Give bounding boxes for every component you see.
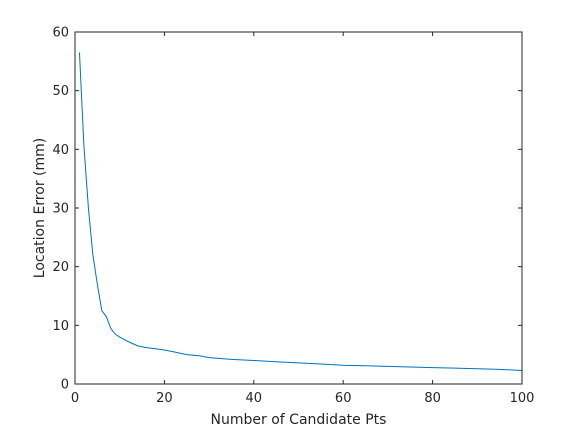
x-tick-label: 100 bbox=[510, 391, 535, 406]
tick-labels: 0 20 40 60 80 100 0 10 20 30 40 50 60 bbox=[52, 26, 534, 407]
x-tick-label: 60 bbox=[335, 391, 352, 406]
x-tick-label: 40 bbox=[246, 391, 263, 406]
x-tick-label: 0 bbox=[71, 391, 79, 406]
x-axis-label: Number of Candidate Pts bbox=[211, 412, 387, 428]
x-tick-label: 20 bbox=[156, 391, 173, 406]
y-tick-label: 40 bbox=[52, 143, 69, 158]
y-tick-label: 0 bbox=[61, 378, 69, 393]
series-line bbox=[78, 52, 523, 372]
y-tick-label: 30 bbox=[52, 202, 69, 217]
x-tick-label: 80 bbox=[424, 391, 441, 406]
y-tick-label: 60 bbox=[52, 26, 69, 41]
axes-box bbox=[74, 31, 523, 385]
y-axis-label: Location Error (mm) bbox=[32, 138, 48, 278]
y-tick-label: 50 bbox=[52, 84, 69, 99]
y-tick-label: 20 bbox=[52, 260, 69, 275]
plot-area bbox=[75, 32, 522, 384]
y-tick-label: 10 bbox=[52, 319, 69, 334]
